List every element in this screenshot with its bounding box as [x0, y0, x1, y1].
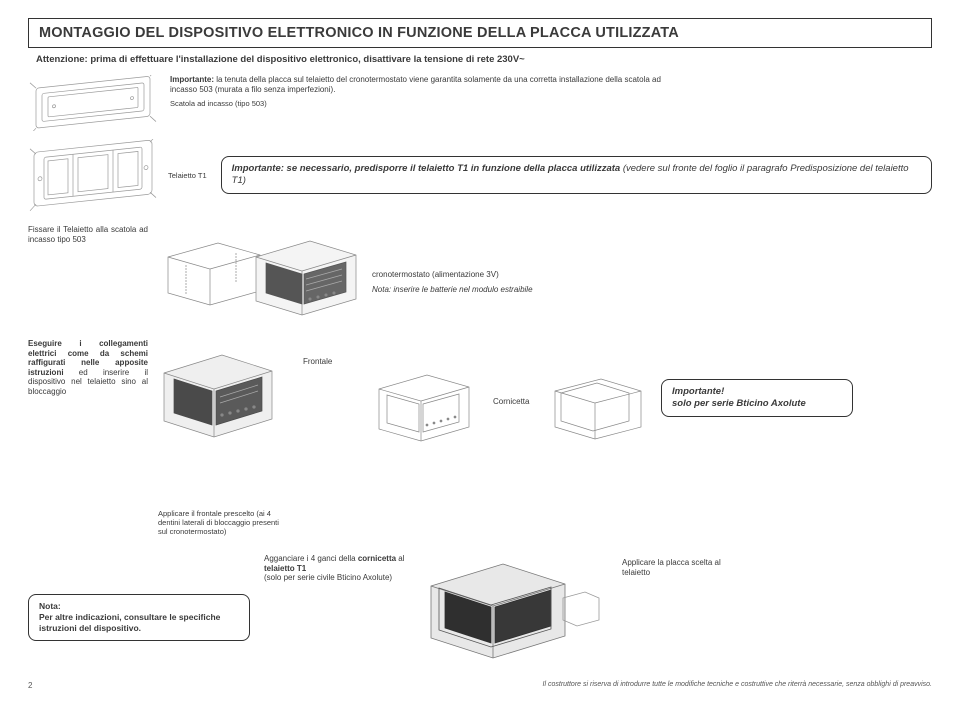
frontale-label: Frontale [303, 357, 363, 366]
nota-title: Nota: [39, 601, 61, 611]
agganciare-p3: (solo per serie civile Bticino Axolute) [264, 573, 392, 582]
applicare-front-text: Applicare il frontale prescelto (ai 4 de… [158, 509, 283, 536]
disclaimer: Il costruttore si riserva di introdurre … [543, 681, 932, 690]
row-fissare: Fissare il Telaietto alla scatola ad inc… [28, 225, 932, 325]
telaietto-figure [28, 139, 158, 211]
row-scatola: Importante: la tenuta della placca sul t… [28, 75, 932, 131]
eseguire-text: Eseguire i collegamenti elettrici come d… [28, 339, 148, 397]
scatola-text-block: Importante: la tenuta della placca sul t… [170, 75, 670, 108]
nota-text: Per altre indicazioni, consultare le spe… [39, 612, 220, 633]
axolute-line2: solo per serie Bticino Axolute [672, 398, 842, 410]
importante-text: la tenuta della placca sul telaietto del… [170, 75, 661, 94]
scatola-figure [28, 75, 158, 131]
fissare-figure [160, 225, 360, 325]
agganciare-b1: cornicetta [358, 554, 396, 563]
axolute-box: Importante! solo per serie Bticino Axolu… [661, 379, 853, 417]
t1-box-bold: Importante: se necessario, predisporre i… [232, 163, 621, 174]
row-placca: Nota: Per altre indicazioni, consultare … [28, 548, 932, 668]
agganciare-p1: Agganciare i 4 ganci della [264, 554, 358, 563]
footer: 2 Il costruttore si riserva di introdurr… [28, 681, 932, 690]
telaietto-label: Telaietto T1 [168, 171, 207, 180]
placca-figure [423, 548, 608, 668]
crono-line2: Nota: inserire le batterie nel modulo es… [372, 284, 533, 295]
agganciare-p2: al [396, 554, 404, 563]
row-frontale: Eseguire i collegamenti elettrici come d… [28, 339, 932, 536]
cornicetta-figure [551, 367, 651, 447]
nota-box: Nota: Per altre indicazioni, consultare … [28, 594, 250, 641]
device-figure [158, 339, 293, 449]
applicare-placca-text: Applicare la placca scelta al telaietto [622, 558, 742, 577]
fissare-text: Fissare il Telaietto alla scatola ad inc… [28, 225, 148, 244]
crono-line1: cronotermostato (alimentazione 3V) [372, 269, 533, 280]
crono-text: cronotermostato (alimentazione 3V) Nota:… [372, 269, 533, 295]
importante-label: Importante: [170, 75, 214, 84]
col-applicare: Applicare il frontale prescelto (ai 4 de… [158, 339, 293, 536]
cornicetta-label: Cornicetta [493, 397, 541, 406]
title-box: MONTAGGIO DEL DISPOSITIVO ELETTRONICO IN… [28, 18, 932, 48]
frontale-figure [373, 363, 483, 451]
agganciare-text: Agganciare i 4 ganci della cornicetta al… [264, 554, 409, 583]
scatola-label: Scatola ad incasso (tipo 503) [170, 99, 670, 108]
page-title: MONTAGGIO DEL DISPOSITIVO ELETTRONICO IN… [39, 25, 921, 41]
page-number: 2 [28, 681, 32, 690]
row-telaietto: Telaietto T1 Importante: se necessario, … [28, 139, 932, 211]
attention-line: Attenzione: prima di effettuare l'instal… [36, 54, 932, 65]
agganciare-b2: telaietto T1 [264, 564, 306, 573]
axolute-line1: Importante! [672, 386, 842, 398]
t1-important-box: Importante: se necessario, predisporre i… [221, 156, 932, 194]
